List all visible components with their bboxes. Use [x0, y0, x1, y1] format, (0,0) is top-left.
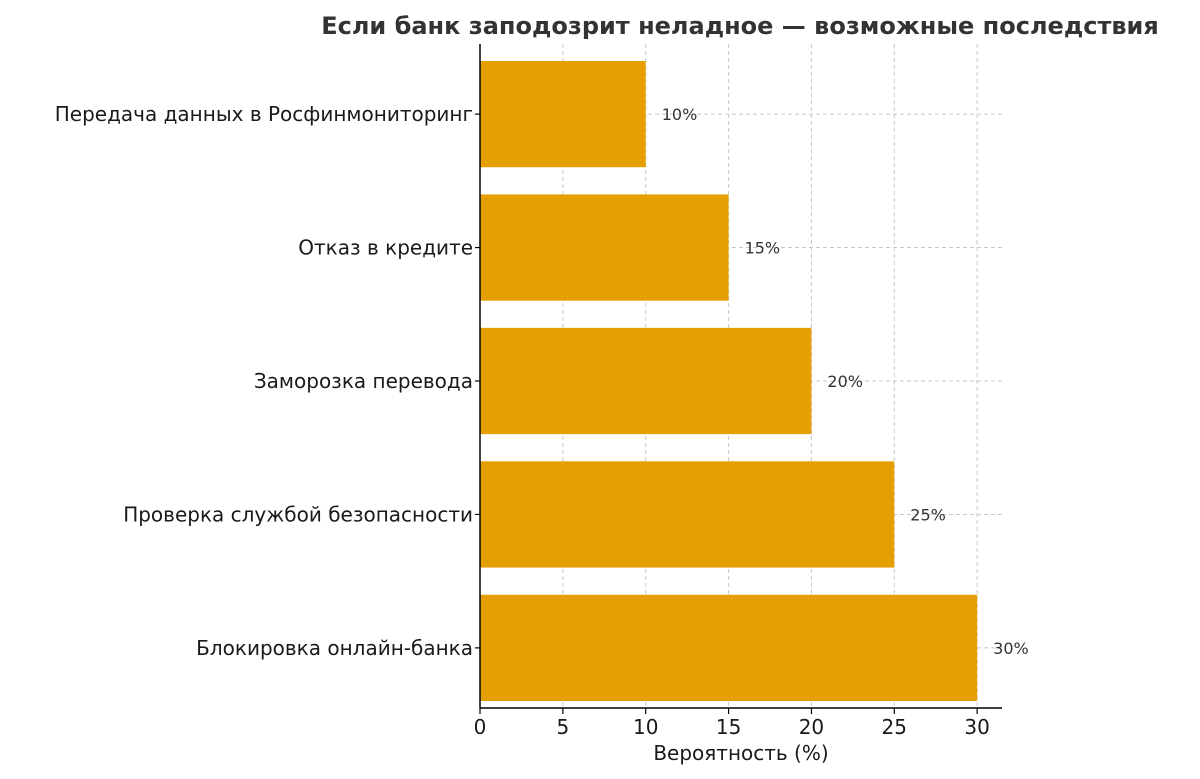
bar	[480, 461, 895, 568]
bars	[480, 61, 978, 701]
chart-title: Если банк заподозрит неладное — возможны…	[321, 12, 1159, 40]
category-label: Проверка службой безопасности	[123, 502, 473, 526]
x-tick-label: 0	[474, 715, 487, 739]
bar-value-label: 25%	[910, 505, 946, 524]
category-label: Блокировка онлайн-банка	[196, 636, 473, 660]
category-label: Передача данных в Росфинмониторинг	[55, 102, 473, 126]
category-label: Отказ в кредите	[298, 236, 473, 260]
x-tick-label: 5	[556, 715, 569, 739]
bar	[480, 594, 978, 701]
x-tick-label: 20	[799, 715, 824, 739]
bar	[480, 327, 812, 435]
x-tick-label: 30	[964, 715, 989, 739]
x-axis-title: Вероятность (%)	[653, 741, 828, 765]
x-ticks: 0 5 10 15 20 25 30	[474, 708, 990, 739]
bar-value-label: 30%	[993, 639, 1029, 658]
category-label: Заморозка перевода	[254, 369, 473, 393]
x-tick-label: 15	[716, 715, 741, 739]
data-labels: 10% 15% 20% 25% 30%	[662, 105, 1029, 658]
bar	[480, 194, 729, 301]
category-labels: Передача данных в Росфинмониторинг Отказ …	[55, 102, 480, 660]
bar	[480, 61, 646, 168]
bar-value-label: 10%	[662, 105, 698, 124]
bar-value-label: 20%	[827, 372, 863, 391]
x-tick-label: 10	[633, 715, 658, 739]
bar-value-label: 15%	[745, 239, 781, 258]
x-tick-label: 25	[882, 715, 907, 739]
